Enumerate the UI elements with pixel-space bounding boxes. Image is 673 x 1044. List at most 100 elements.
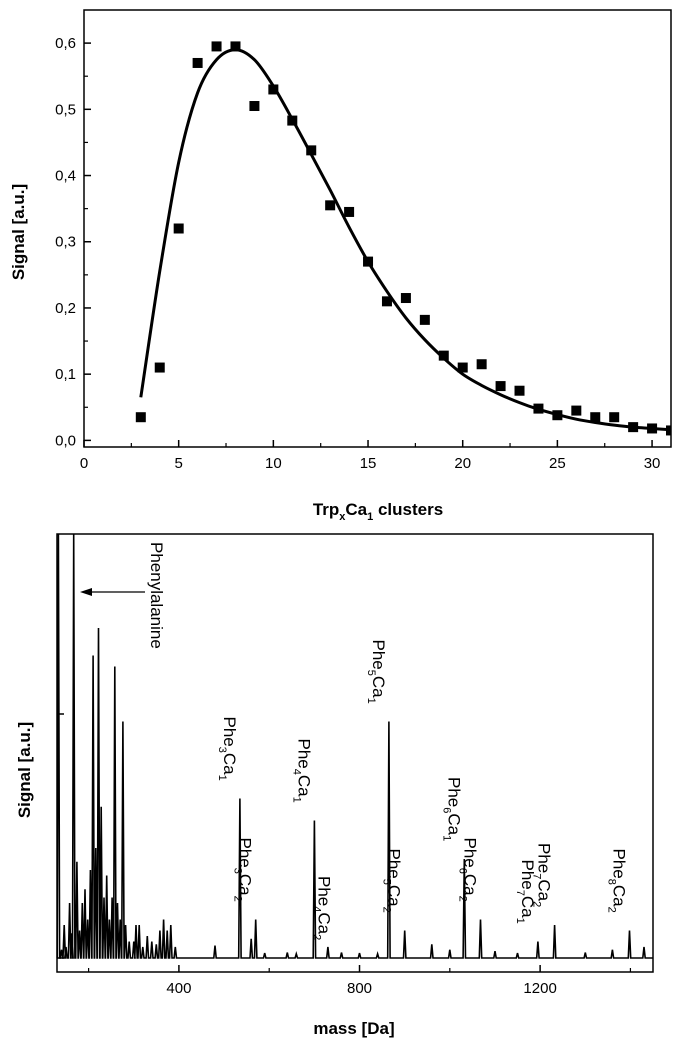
x-tick-label: 15 xyxy=(360,455,377,472)
x-tick-label: 400 xyxy=(166,980,191,997)
peak-label: Phe4Ca2 xyxy=(311,876,334,940)
data-point xyxy=(230,41,241,52)
data-point xyxy=(173,223,184,234)
peak-label-text: Phe xyxy=(220,717,239,747)
bottom-y-axis xyxy=(57,713,64,959)
data-point xyxy=(306,145,317,156)
y-tick-label: 0,0 xyxy=(55,432,76,449)
phenylalanine-annotation: Phenylalanine xyxy=(80,542,166,649)
peak-label-text: Phe xyxy=(518,860,537,890)
x-tick-label: 20 xyxy=(454,455,471,472)
peak-label-text: Ca xyxy=(518,896,537,918)
data-point xyxy=(590,412,601,423)
peak-label: Phe8Ca2 xyxy=(606,849,629,913)
y-tick-label: 0,1 xyxy=(55,366,76,383)
bottom-plot-frame xyxy=(56,533,654,973)
top-x-axis: 0 5 10 15 20 25 30 xyxy=(80,440,660,472)
y-tick-label: 0,4 xyxy=(55,168,76,185)
y-tick-label: 0,5 xyxy=(55,101,76,118)
data-point xyxy=(344,206,355,217)
peak-label: Phe5Ca1 xyxy=(365,640,388,704)
data-point xyxy=(476,359,487,370)
data-point xyxy=(154,362,165,373)
peak-label-subscript: 1 xyxy=(290,797,302,803)
peak-label-subscript: 4 xyxy=(311,906,323,912)
data-point xyxy=(325,200,336,211)
peak-label-text: Ca xyxy=(385,885,404,907)
peak-label-text: Phe xyxy=(461,838,480,868)
peak-label-text: Phe xyxy=(369,640,388,670)
data-point xyxy=(287,115,298,126)
data-point xyxy=(495,381,506,392)
data-point xyxy=(628,422,639,433)
data-point xyxy=(666,425,671,436)
peak-label-text: Phe xyxy=(315,876,334,906)
x-tick-label: 800 xyxy=(347,980,372,997)
peak-label-text: Phe xyxy=(385,849,404,879)
bottom-y-axis-label: Signal [a.u.] xyxy=(15,722,34,818)
data-point xyxy=(192,57,203,68)
peak-label-text: Ca xyxy=(315,912,334,934)
peak-label: Phe4Ca1 xyxy=(290,739,313,803)
bottom-chart: 400 800 1200 Phe3Ca1Phe3Ca2Phe4Ca1Phe4Ca2P… xyxy=(15,533,654,1038)
peak-label-text: Phe xyxy=(294,739,313,769)
bottom-x-axis: 400 800 1200 xyxy=(88,965,632,997)
peak-label-text: Ca xyxy=(294,775,313,797)
peak-label-text: Ca xyxy=(610,885,629,907)
x-tick-label: 10 xyxy=(265,455,282,472)
peak-label-subscript: 2 xyxy=(381,907,393,913)
peak-label: Phe5Ca2 xyxy=(381,849,404,913)
peak-label-subscript: 1 xyxy=(365,698,377,704)
peak-label-subscript: 2 xyxy=(232,896,244,902)
peak-label: Phe7Ca2 xyxy=(531,843,554,907)
data-point xyxy=(571,405,582,416)
peak-label: Phe6Ca2 xyxy=(457,838,480,902)
data-point xyxy=(609,412,620,423)
peak-label-subscript: 3 xyxy=(232,868,244,874)
peak-label: Phe3Ca2 xyxy=(232,838,255,902)
data-point xyxy=(419,314,430,325)
fit-curve xyxy=(139,48,672,432)
peak-label-subscript: 6 xyxy=(457,868,469,874)
top-x-axis-label: TrpxCa1 clusters xyxy=(313,500,443,523)
data-point xyxy=(249,101,260,112)
peak-label-subscript: 6 xyxy=(440,807,452,813)
top-chart: 0 5 10 15 20 25 30 0,0 0,1 0,2 0,3 0,4 0,5 0,6 Signa… xyxy=(9,9,672,523)
data-point xyxy=(552,410,563,421)
top-y-axis: 0,0 0,1 0,2 0,3 0,4 0,5 0,6 xyxy=(55,35,91,449)
peak-label-text: Ca xyxy=(369,676,388,698)
top-y-axis-label: Signal [a.u.] xyxy=(9,184,28,280)
data-point xyxy=(438,350,449,361)
peak-labels: Phe3Ca1Phe3Ca2Phe4Ca1Phe4Ca2Phe5Ca1Phe5C… xyxy=(216,640,629,941)
peak-label-text: Ca xyxy=(461,874,480,896)
data-point xyxy=(400,293,411,304)
peak-label-text: Ca xyxy=(236,874,255,896)
mass-spectrum-trace xyxy=(56,533,653,959)
peak-label-subscript: 7 xyxy=(514,890,526,896)
peak-label-text: Ca xyxy=(535,879,554,901)
x-tick-label: 25 xyxy=(549,455,566,472)
peak-label-subscript: 3 xyxy=(216,747,228,753)
peak-label-subscript: 2 xyxy=(457,896,469,902)
peak-label-subscript: 7 xyxy=(531,873,543,879)
peak-label: Phe6Ca1 xyxy=(440,777,463,841)
peak-label: Phe3Ca1 xyxy=(216,717,239,781)
annotation-text: Phenylalanine xyxy=(147,542,166,649)
peak-label-subscript: 1 xyxy=(216,775,228,781)
x-tick-label: 0 xyxy=(80,455,88,472)
peak-label-text: Ca xyxy=(220,753,239,775)
y-tick-label: 0,6 xyxy=(55,35,76,52)
data-point xyxy=(381,296,392,307)
peak-label-subscript: 4 xyxy=(290,769,302,775)
data-point xyxy=(647,423,658,434)
data-point xyxy=(533,403,544,414)
data-point xyxy=(514,385,525,396)
peak-label-subscript: 2 xyxy=(531,901,543,907)
peak-label-text: Phe xyxy=(444,777,463,807)
x-tick-label: 1200 xyxy=(523,980,556,997)
peak-label-subscript: 1 xyxy=(514,918,526,924)
y-tick-label: 0,2 xyxy=(55,300,76,317)
data-point xyxy=(268,84,279,95)
peak-label-subscript: 8 xyxy=(606,879,618,885)
annotation-arrow-head xyxy=(80,588,92,596)
